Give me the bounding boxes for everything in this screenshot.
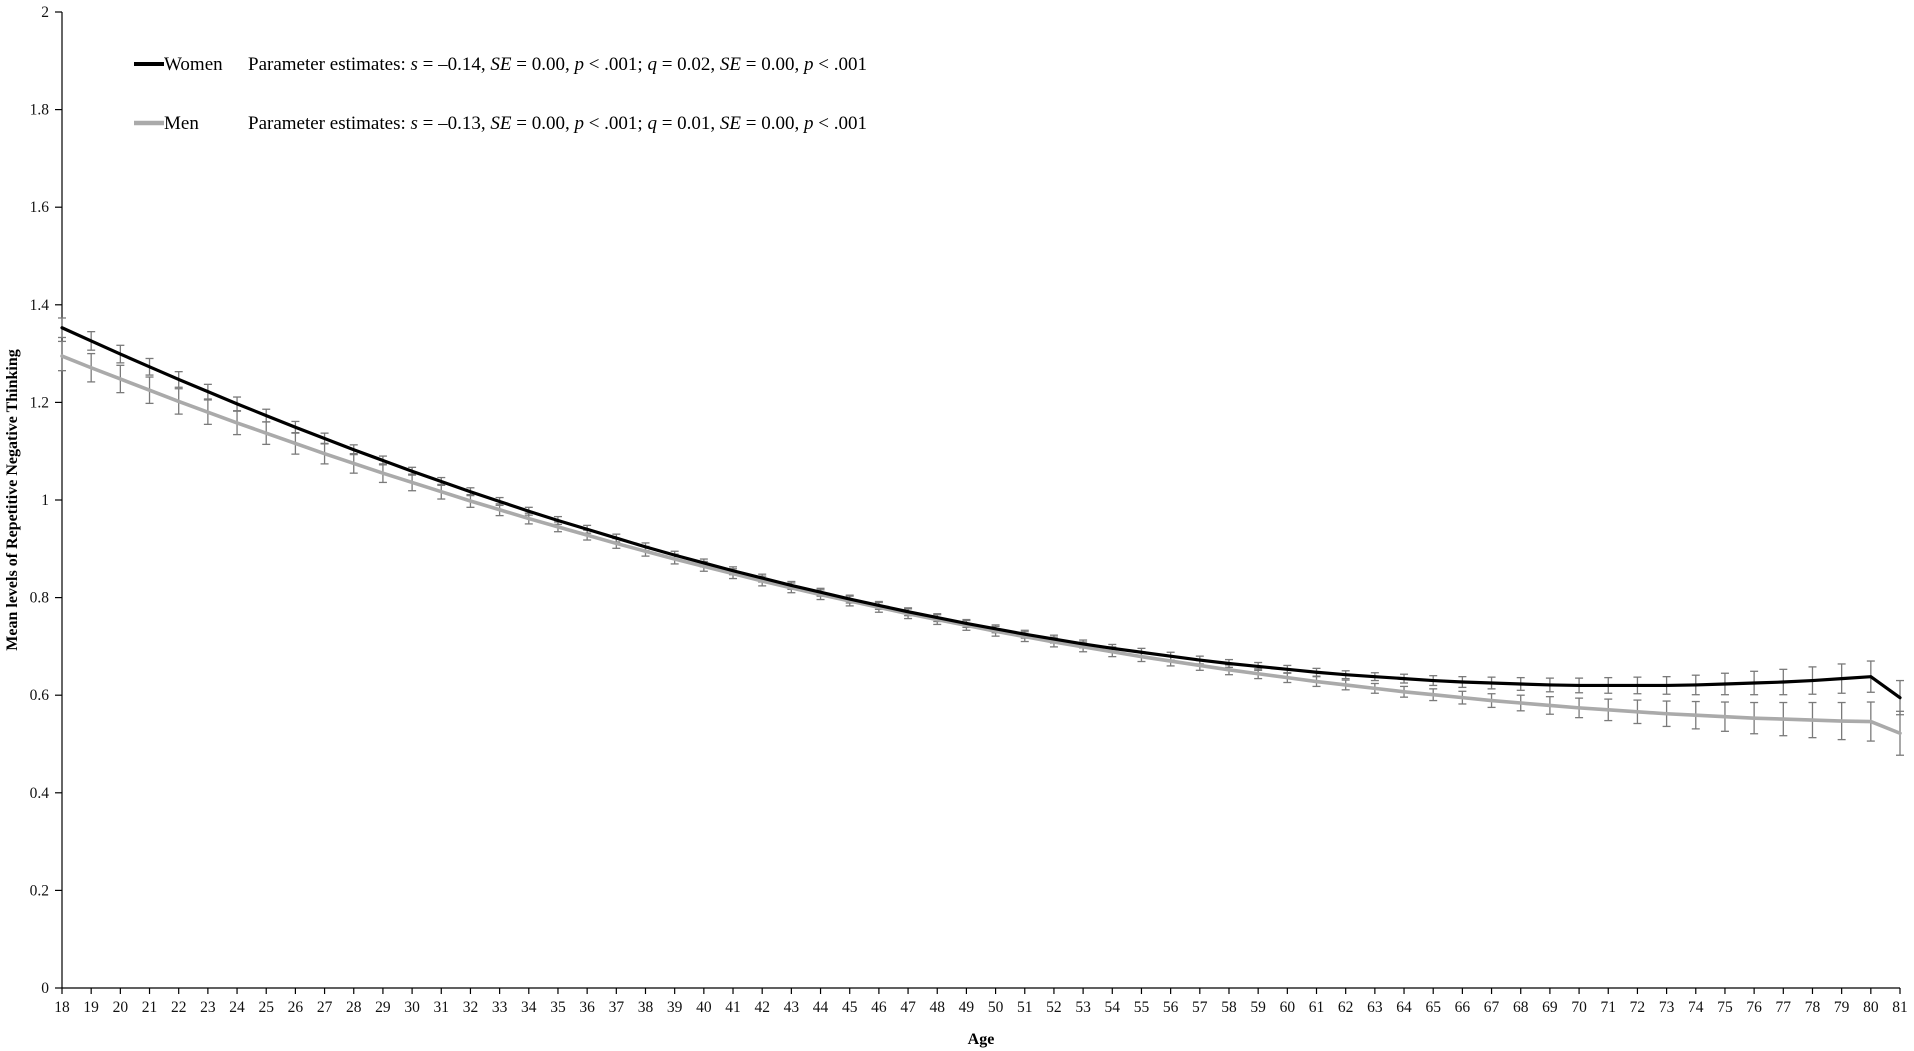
x-tick-label: 26 [288, 999, 304, 1016]
legend-label: Women [164, 54, 223, 75]
x-tick-label: 66 [1455, 999, 1471, 1016]
x-tick-label: 77 [1776, 999, 1792, 1016]
legend-annotation: Parameter estimates: s = –0.14, SE = 0.0… [248, 54, 867, 75]
x-tick-label: 49 [959, 999, 975, 1016]
x-tick-label: 65 [1425, 999, 1441, 1016]
x-tick-label: 28 [346, 999, 362, 1016]
x-tick-label: 21 [142, 999, 158, 1016]
x-tick-label: 27 [317, 999, 333, 1016]
x-tick-label: 44 [813, 999, 829, 1016]
x-tick-label: 36 [579, 999, 595, 1016]
x-tick-label: 79 [1834, 999, 1850, 1016]
x-tick-label: 69 [1542, 999, 1558, 1016]
axes [61, 12, 1900, 989]
x-tick-label: 48 [929, 999, 945, 1016]
y-tick-label: 2 [41, 4, 49, 21]
x-tick-label: 18 [54, 999, 70, 1016]
x-tick-label: 62 [1338, 999, 1354, 1016]
y-tick-label: 1.2 [30, 394, 49, 411]
x-tick-label: 63 [1367, 999, 1383, 1016]
y-tick-label: 0 [41, 980, 49, 997]
x-tick-label: 19 [83, 999, 99, 1016]
y-tick-label: 1.4 [30, 297, 50, 314]
x-tick-label: 73 [1659, 999, 1675, 1016]
x-tick-label: 47 [900, 999, 916, 1016]
y-tick-label: 1.8 [30, 102, 50, 119]
x-tick-label: 34 [521, 999, 537, 1016]
x-tick-label: 70 [1571, 999, 1587, 1016]
x-tick-label: 74 [1688, 999, 1704, 1016]
x-tick-label: 53 [1075, 999, 1091, 1016]
x-tick-label: 71 [1601, 999, 1617, 1016]
series-line-women [60, 326, 1902, 700]
x-tick-label: 78 [1805, 999, 1821, 1016]
x-tick-label: 30 [404, 999, 420, 1016]
series-lines [60, 326, 1902, 736]
series-line-men [60, 354, 1902, 736]
x-tick-label: 51 [1017, 999, 1033, 1016]
y-tick-label: 0.6 [30, 687, 50, 704]
x-axis-title: Age [968, 1031, 995, 1048]
y-ticks: 0 0.2 0.4 0.6 0.8 1 1.2 1.4 1.6 1.8 2 [30, 4, 62, 997]
x-tick-label: 67 [1484, 999, 1500, 1016]
x-tick-label: 57 [1192, 999, 1208, 1016]
x-tick-label: 60 [1280, 999, 1296, 1016]
y-tick-label: 1 [41, 492, 49, 509]
x-tick-label: 50 [988, 999, 1004, 1016]
y-tick-label: 0.4 [30, 785, 50, 802]
y-tick-label: 0.8 [30, 590, 50, 607]
x-ticks: 18 19 20 21 22 23 24 25 26 27 28 29 30 31 32 33 34 35 36 37… [54, 988, 1908, 1016]
x-tick-label: 75 [1717, 999, 1733, 1016]
x-tick-label: 76 [1746, 999, 1762, 1016]
x-tick-label: 22 [171, 999, 187, 1016]
x-tick-label: 55 [1134, 999, 1150, 1016]
legend-item-women: Women Parameter estimates: s = –0.14, SE … [134, 54, 867, 75]
x-tick-label: 33 [492, 999, 508, 1016]
x-tick-label: 42 [754, 999, 770, 1016]
error-bars [58, 317, 1904, 756]
x-tick-label: 31 [434, 999, 450, 1016]
x-tick-label: 41 [725, 999, 741, 1016]
y-tick-label: 1.6 [30, 199, 50, 216]
x-tick-label: 81 [1892, 999, 1908, 1016]
x-tick-label: 35 [550, 999, 566, 1016]
x-tick-label: 23 [200, 999, 216, 1016]
x-tick-label: 56 [1163, 999, 1179, 1016]
x-tick-label: 40 [696, 999, 712, 1016]
legend-item-men: Men Parameter estimates: s = –0.13, SE = … [134, 113, 867, 134]
x-tick-label: 43 [784, 999, 800, 1016]
y-tick-label: 0.2 [30, 882, 49, 899]
x-tick-label: 32 [463, 999, 479, 1016]
legend-annotation: Parameter estimates: s = –0.13, SE = 0.0… [248, 113, 867, 134]
x-tick-label: 54 [1105, 999, 1121, 1016]
x-tick-label: 64 [1396, 999, 1412, 1016]
x-tick-label: 68 [1513, 999, 1529, 1016]
x-tick-label: 61 [1309, 999, 1325, 1016]
x-tick-label: 46 [871, 999, 887, 1016]
x-tick-label: 39 [667, 999, 683, 1016]
x-tick-label: 24 [229, 999, 245, 1016]
x-tick-label: 20 [113, 999, 129, 1016]
x-tick-label: 25 [258, 999, 274, 1016]
x-tick-label: 38 [638, 999, 654, 1016]
x-tick-label: 45 [842, 999, 858, 1016]
legend: Women Parameter estimates: s = –0.14, SE … [134, 54, 867, 134]
legend-label: Men [164, 113, 199, 134]
x-tick-label: 59 [1250, 999, 1266, 1016]
y-axis-title: Mean levels of Repetitive Negative Think… [4, 349, 21, 650]
x-tick-label: 80 [1863, 999, 1879, 1016]
x-tick-label: 29 [375, 999, 391, 1016]
x-tick-label: 58 [1221, 999, 1237, 1016]
x-tick-label: 37 [609, 999, 625, 1016]
x-tick-label: 52 [1046, 999, 1062, 1016]
x-tick-label: 72 [1630, 999, 1646, 1016]
